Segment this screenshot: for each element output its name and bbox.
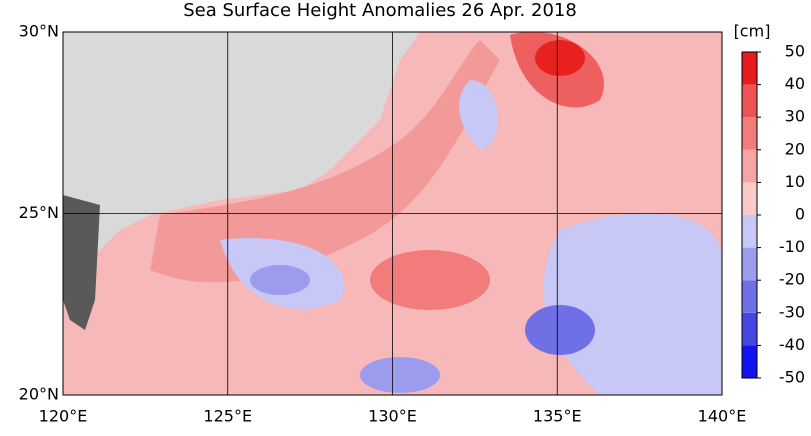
colorbar-segment [742,84,757,118]
colorbar-tick-label: -10 [779,237,805,256]
y-tick-label: 20°N [19,385,59,404]
colorbar-segment [742,182,757,215]
colorbar-unit: [cm] [734,22,771,41]
colorbar-tick-label: 0 [795,205,805,224]
colorbar-segment [742,52,757,85]
colorbar-tick-label: -50 [779,368,805,387]
x-tick-label: 130°E [368,407,417,426]
colorbar-tick-label: 20 [785,139,805,158]
colorbar-segment [742,247,757,281]
colorbar-segment [742,215,757,248]
x-tick-label: 135°E [533,407,582,426]
colorbar-tick-label: -20 [779,270,805,289]
colorbar-segment [742,117,757,150]
colorbar-segment [742,345,757,378]
colorbar-segment [742,280,757,313]
colorbar-tick-label: 10 [785,172,805,191]
colorbar-segment [742,312,757,346]
colorbar-tick-label: -40 [779,335,805,354]
x-tick-label: 120°E [39,407,88,426]
y-tick-label: 30°N [19,22,59,41]
x-tick-label: 125°E [203,407,252,426]
colorbar-tick-label: 40 [785,74,805,93]
colorbar-tick-label: -30 [779,302,805,321]
colorbar-tick-label: 50 [785,42,805,61]
y-tick-label: 25°N [19,203,59,222]
x-tick-label: 140°E [698,407,747,426]
colorbar-tick-label: 30 [785,107,805,126]
title: Sea Surface Height Anomalies 26 Apr. 201… [183,0,577,21]
colorbar-segment [742,149,757,183]
